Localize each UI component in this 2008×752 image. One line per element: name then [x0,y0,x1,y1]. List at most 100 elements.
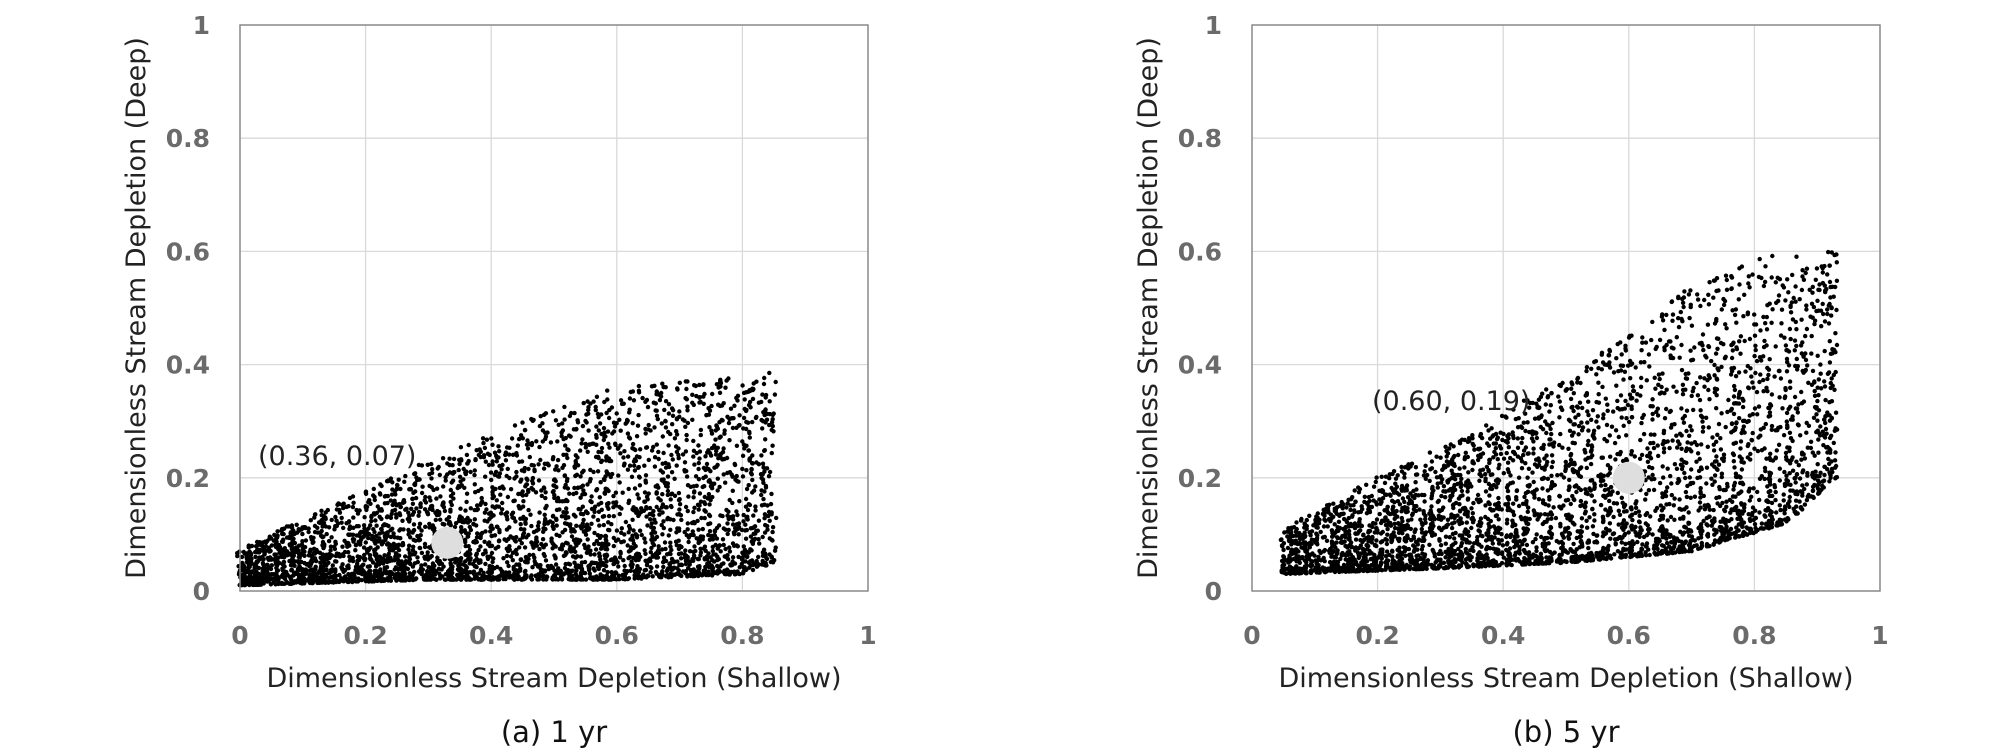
data-point [269,576,274,581]
data-point [1395,553,1401,558]
data-point [489,570,494,575]
data-point [396,477,401,482]
data-point [656,485,661,490]
data-point [505,517,510,522]
data-point [620,576,626,582]
data-point [743,408,749,414]
data-point [471,571,476,576]
data-point [365,564,371,569]
data-point [710,537,716,542]
data-point [1394,508,1399,514]
data-point [490,462,495,467]
data-point [1293,529,1299,534]
data-point [716,544,721,549]
data-point [405,566,411,572]
data-point [342,568,348,573]
data-point [684,386,689,392]
data-point [514,547,519,553]
data-point [1335,535,1340,541]
data-point [1506,469,1511,475]
data-point [669,547,674,553]
data-point [262,563,268,568]
data-point [760,534,765,540]
data-point [425,557,431,562]
data-point [1410,511,1416,516]
data-point [702,391,707,397]
data-point [623,519,629,525]
data-point [746,483,751,488]
data-point [299,542,305,547]
data-point [450,478,456,483]
data-point [1423,520,1428,525]
data-point [687,549,693,554]
data-point [1483,503,1488,508]
data-point [1469,506,1474,511]
data-point [333,541,338,546]
data-point [658,468,663,473]
data-point [653,569,659,575]
data-point [572,465,578,470]
data-point [1487,501,1492,507]
data-point [375,558,381,563]
data-point [319,578,324,584]
data-point [618,551,623,556]
data-point [566,447,571,453]
data-point [459,576,464,581]
data-point [638,447,643,452]
data-point [507,445,512,450]
data-point [272,532,277,538]
data-point [720,418,725,423]
data-point [750,477,755,483]
data-point [656,544,661,549]
data-point [1496,466,1501,471]
data-point [1321,507,1326,512]
data-point [736,554,741,560]
data-point [609,522,614,527]
data-point [359,577,364,583]
data-point [378,567,383,572]
data-point [736,532,741,537]
y-tick-label: 1 [193,11,210,40]
data-point [335,578,340,583]
data-point [605,569,610,575]
data-point [1358,528,1363,533]
data-point [739,527,745,533]
data-point [1332,522,1337,527]
data-point [451,456,457,462]
data-point [534,539,540,544]
data-point [740,383,745,388]
data-point [351,515,356,520]
data-point [617,511,622,517]
data-point [643,431,648,436]
data-point [642,574,647,580]
data-point [710,548,715,554]
data-point [269,563,274,568]
data-point [419,490,425,496]
data-point [1439,480,1444,485]
data-point [429,553,434,559]
data-point [425,569,430,574]
data-point [762,512,768,517]
data-point [673,444,679,449]
data-point [1493,446,1499,451]
data-point [1497,462,1502,467]
data-point [1374,526,1379,531]
data-point [1327,560,1333,565]
data-point [490,459,495,464]
data-point [592,552,597,557]
data-point [308,547,313,552]
data-point [550,457,556,462]
data-point [663,425,669,430]
data-point [302,544,308,550]
data-point [450,491,456,496]
data-point [450,463,455,468]
data-point [491,556,496,561]
data-point [643,480,649,485]
data-point [652,425,657,430]
data-point [654,408,659,413]
data-point [770,443,775,448]
data-point [1470,433,1475,438]
data-point [630,421,635,426]
data-point [685,521,690,526]
data-point [403,473,408,479]
